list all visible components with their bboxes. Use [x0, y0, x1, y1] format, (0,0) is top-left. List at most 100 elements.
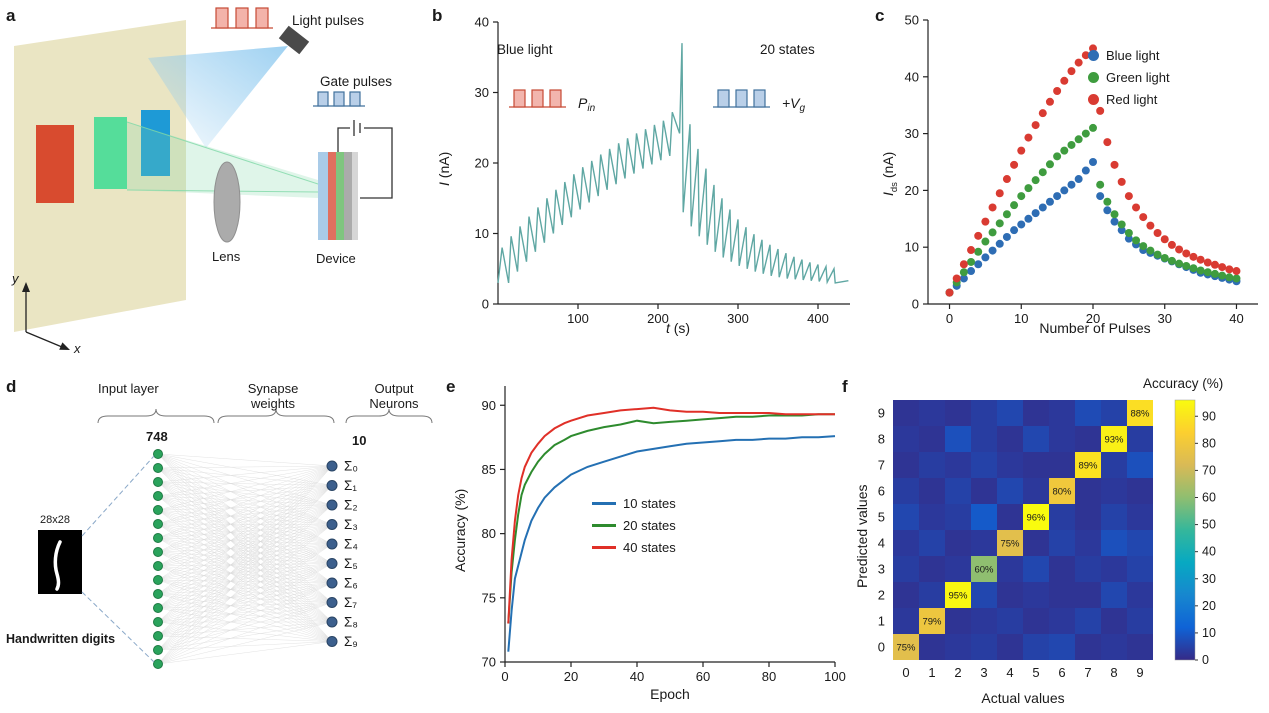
- inset-vg-pulses-icon: [713, 89, 770, 108]
- legend-item: 20 states: [592, 518, 676, 533]
- light-beam: [148, 46, 288, 148]
- panel-e-yaxis-title: Accuracy (%): [452, 488, 468, 572]
- legend-item-label: Blue light: [1106, 48, 1160, 63]
- legend-item: Green light: [1088, 70, 1170, 85]
- light-pulses-icon: [211, 7, 273, 29]
- svg-text:5: 5: [1032, 665, 1039, 680]
- svg-text:30: 30: [1202, 572, 1216, 586]
- output-nodes: [326, 460, 338, 647]
- axis-y-label: y: [12, 271, 19, 286]
- svg-text:6: 6: [1058, 665, 1065, 680]
- gate-pulses-icon: [313, 91, 365, 107]
- legend-marker-line: [592, 524, 616, 527]
- svg-text:7: 7: [1084, 665, 1091, 680]
- svg-text:10: 10: [1014, 311, 1028, 326]
- svg-text:1: 1: [878, 614, 885, 629]
- xy-axes: [22, 282, 70, 350]
- panel-b-annotation-blue-light: Blue light: [497, 42, 553, 57]
- panel-d-label: d: [6, 377, 17, 396]
- brace: [217, 408, 335, 424]
- scatter-series-red-light: [945, 44, 1241, 297]
- device-label: Device: [316, 251, 356, 266]
- scatter-series-blue-light: [945, 158, 1241, 297]
- legend-item-label: 40 states: [623, 540, 676, 555]
- svg-text:4: 4: [1006, 665, 1013, 680]
- panel-e-chart: 0 20 40 60 80 100 70 75 80 85 90: [482, 386, 846, 684]
- input-layer-label: Input layer: [98, 381, 159, 396]
- svg-text:100: 100: [567, 311, 589, 326]
- legend-item-label: Green light: [1106, 70, 1170, 85]
- svg-text:30: 30: [905, 126, 919, 141]
- svg-text:40: 40: [905, 69, 919, 84]
- svg-text:90: 90: [482, 398, 496, 413]
- synapse-weights-label: Synapse weights: [247, 381, 299, 411]
- svg-text:20: 20: [1086, 311, 1100, 326]
- diagonal-accuracy-label: 88%: [1130, 409, 1150, 420]
- red-target-rect: [36, 125, 74, 203]
- svg-text:Σ₃: Σ₃: [344, 517, 358, 532]
- diagonal-accuracy-label: 95%: [948, 591, 968, 602]
- legend-marker-line: [592, 502, 616, 505]
- accuracy-line-40-states: [507, 406, 835, 624]
- legend-marker-dot: [1088, 94, 1099, 105]
- panel-b-label: b: [432, 6, 443, 25]
- panel-c-legend: Blue light Green light Red light: [1088, 48, 1170, 114]
- diagonal-accuracy-label: 93%: [1104, 435, 1124, 446]
- panel-e-xaxis-title: Epoch: [650, 686, 690, 702]
- svg-text:20: 20: [1202, 599, 1216, 613]
- svg-text:Σ₉: Σ₉: [344, 634, 358, 649]
- svg-text:9: 9: [1136, 665, 1143, 680]
- svg-text:Σ₄: Σ₄: [344, 537, 358, 552]
- svg-text:5: 5: [878, 510, 885, 525]
- output-neuron-labels: Σ₀ Σ₁ Σ₂ Σ₃ Σ₄ Σ₅ Σ₆ Σ₇ Σ₈ Σ₉: [344, 459, 358, 650]
- diagonal-accuracy-label: 79%: [922, 617, 942, 628]
- inset-vg-label: +Vg: [782, 95, 806, 114]
- svg-text:1: 1: [928, 665, 935, 680]
- colorbar: [1174, 399, 1196, 661]
- inset-pin-pulses-icon: [509, 89, 566, 108]
- svg-text:50: 50: [905, 13, 919, 28]
- inset-pin-label: Pin: [578, 95, 596, 114]
- legend-item: 10 states: [592, 496, 676, 511]
- svg-text:6: 6: [878, 484, 885, 499]
- svg-text:10: 10: [905, 240, 919, 255]
- svg-text:60: 60: [1202, 491, 1216, 505]
- svg-text:40: 40: [630, 669, 644, 684]
- handwritten-digits-label: Handwritten digits: [6, 632, 116, 646]
- lens-label: Lens: [212, 249, 241, 264]
- output-neurons-label: Output Neurons: [369, 381, 419, 411]
- scatter-series-green-light: [945, 123, 1241, 297]
- output-count-label: 10: [352, 433, 367, 448]
- svg-text:20: 20: [905, 183, 919, 198]
- axis: 100 200 300 400 0 10 20 30 40: [475, 15, 850, 326]
- panel-b-chart: 100 200 300 400 0 10 20 30 40 Pin +Vg: [475, 15, 850, 326]
- svg-text:50: 50: [1202, 518, 1216, 532]
- panel-f-yaxis-title: Predicted values: [854, 484, 870, 588]
- svg-text:8: 8: [1110, 665, 1117, 680]
- diagonal-accuracy-label: 75%: [1000, 539, 1020, 550]
- legend-marker-line: [592, 546, 616, 549]
- panel-b-yaxis-rest: (nA): [436, 151, 452, 183]
- legend-item-label: Red light: [1106, 92, 1158, 107]
- svg-text:Σ₂: Σ₂: [344, 498, 358, 513]
- light-pulses-label: Light pulses: [292, 13, 365, 28]
- legend-item: 40 states: [592, 540, 676, 555]
- panel-d-network: Σ₀ Σ₁ Σ₂ Σ₃ Σ₄ Σ₅ Σ₆ Σ₇ Σ₈ Σ₉: [38, 408, 433, 669]
- panel-f-heatmap: 75% 79% 95% 60% 75% 96% 80% 89% 93% 88% 0 0 1 1 2 2 3 3 4 4…: [878, 399, 1216, 680]
- panel-e-label: e: [446, 377, 456, 396]
- brace: [97, 408, 215, 424]
- panel-c-xaxis-title: Number of Pulses: [1039, 320, 1151, 336]
- svg-text:70: 70: [1202, 463, 1216, 477]
- svg-text:9: 9: [878, 406, 885, 421]
- dashed-link-top: [81, 455, 155, 537]
- svg-text:20: 20: [475, 156, 489, 171]
- light-source-box: [278, 25, 310, 55]
- panel-b-yaxis-var: I: [436, 182, 452, 186]
- axis-x-label: x: [74, 341, 81, 356]
- panel-c-yaxis-sub: ds: [888, 182, 900, 193]
- svg-text:300: 300: [727, 311, 749, 326]
- svg-text:3: 3: [878, 562, 885, 577]
- digit-stroke: [53, 540, 62, 591]
- axis: 0 20 40 60 80 100 70 75 80 85 90: [482, 386, 846, 684]
